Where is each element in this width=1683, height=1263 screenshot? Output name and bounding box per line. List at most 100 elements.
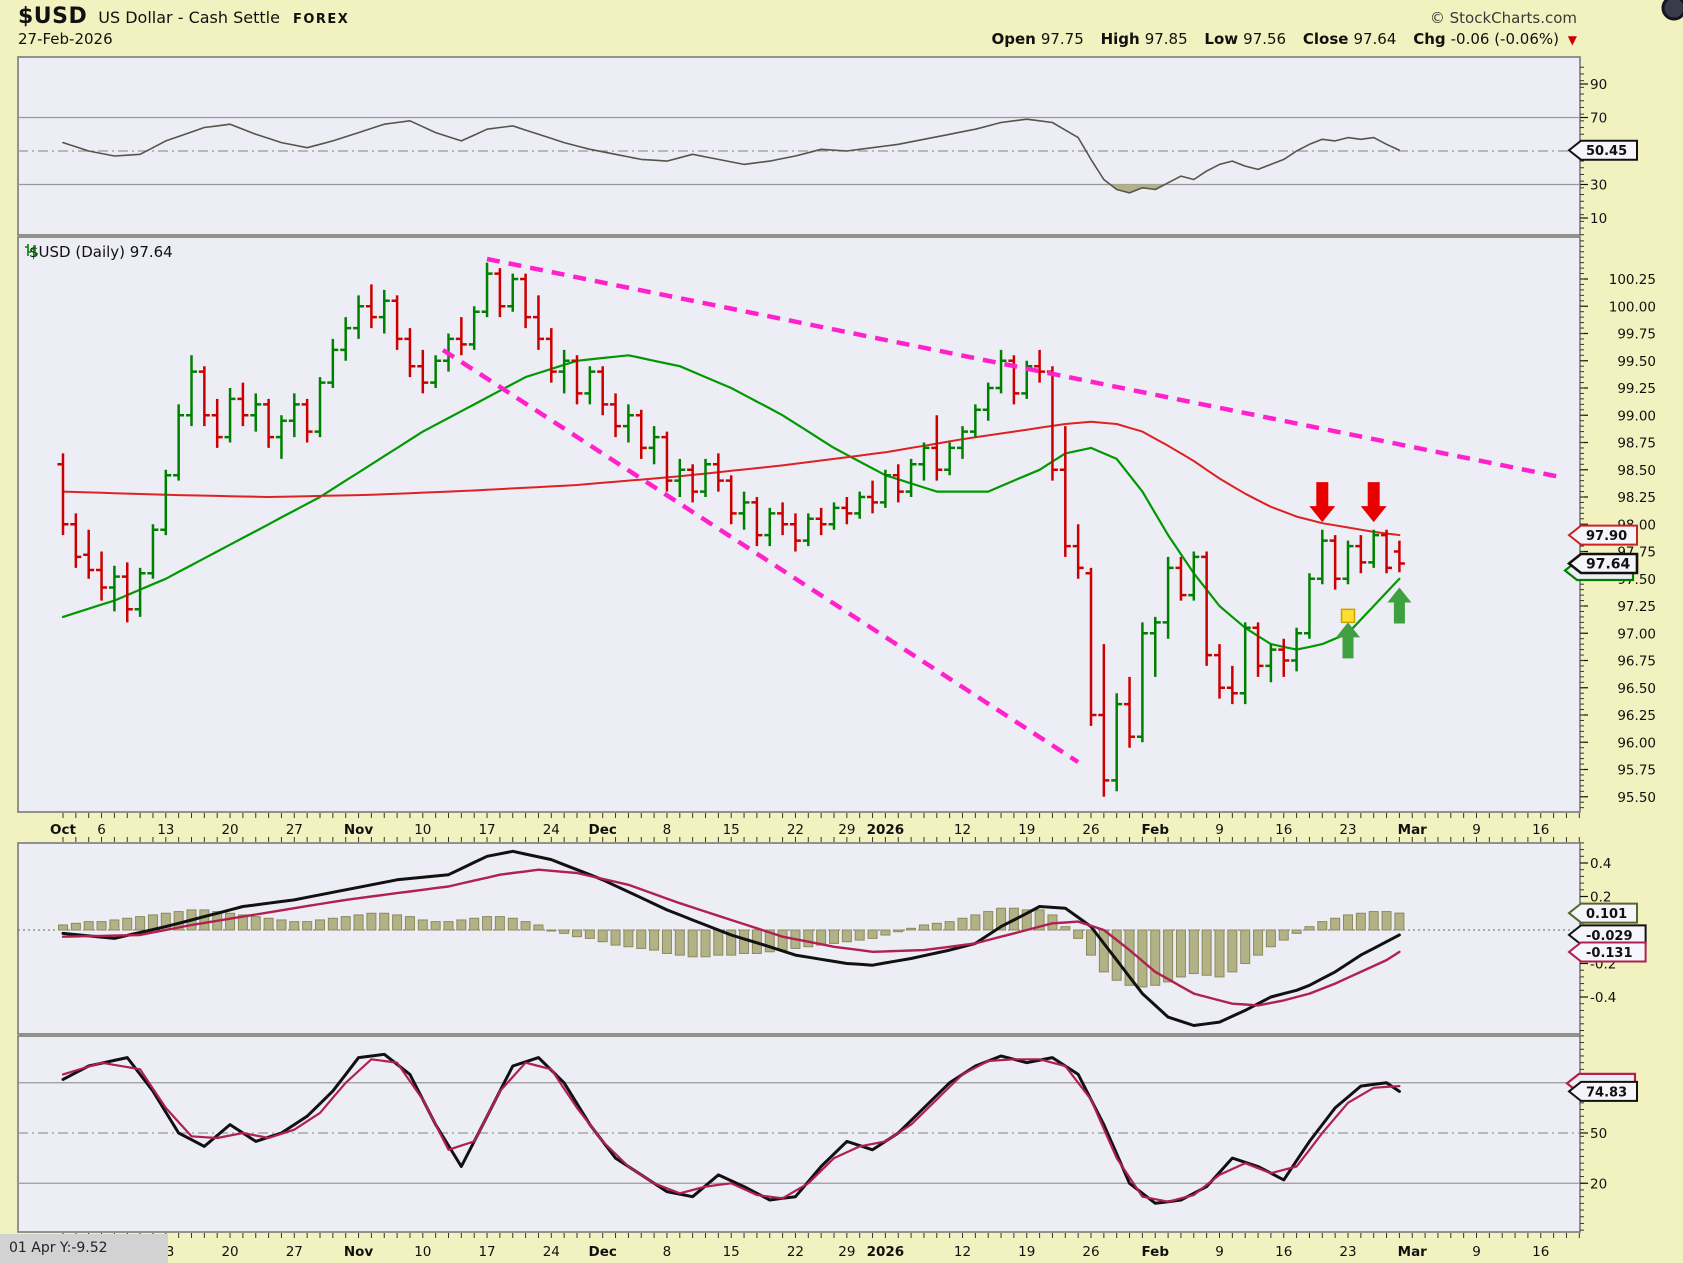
date-label: 19 [1018,822,1035,838]
macd-histogram-bar [572,929,582,938]
macd-histogram-bar [327,917,338,931]
copyright: © StockCharts.com [1429,9,1577,27]
price-panel-label: $USD (Daily) 97.64 [23,243,173,261]
date-axis: Oct6132027Nov101724Dec81522292026121926F… [50,1233,1580,1260]
macd-histogram-bar [225,912,236,931]
signal-line [61,868,1401,1007]
macd-histogram-bar [1163,929,1174,983]
price-axis-label: 96.25 [1617,708,1656,724]
macd-histogram-bar [1394,912,1405,931]
macd-histogram-bar [366,912,377,931]
change-down-triangle-icon: ▼ [1567,33,1577,47]
date-label: 2026 [867,822,905,838]
macd-histogram-bar [96,921,107,931]
macd-histogram-bar [829,929,839,944]
date-label: 15 [723,822,740,838]
value-box-97.64: 97.64 [1563,552,1639,582]
date-label: 19 [1018,1244,1035,1260]
macd-histogram-bar [546,929,557,932]
chg-value: -0.06 (-0.06%) [1450,30,1559,48]
macd-histogram-bar [58,924,68,931]
macd-histogram-bar [1368,911,1379,931]
macd-histogram-bar [456,919,467,931]
symbol-description: US Dollar - Cash Settle [98,8,280,27]
price-panel-label-text: $USD (Daily) 97.64 [29,243,173,261]
date-label: 9 [1215,822,1224,838]
date-label: 20 [221,1244,238,1260]
date-label: Dec [589,1244,617,1260]
macd-histogram-bar [1098,929,1109,973]
date-label: 27 [286,1244,303,1260]
chg-label: Chg [1413,30,1446,48]
date-label: Feb [1142,822,1170,838]
macd-histogram-bar [610,929,621,946]
macd-histogram-bar [1278,929,1289,941]
macd-histogram-bar [315,919,325,931]
date-label: 23 [1339,1244,1356,1260]
macd-axis-label: -0.4 [1590,990,1616,1006]
close-value: 97.64 [1353,30,1397,48]
macd-histogram-bar [1150,929,1161,986]
macd-histogram-bar [430,921,441,931]
macd-histogram-bar [1073,929,1084,939]
exchange-label: FOREX [292,12,350,27]
macd-histogram-bar [1201,929,1212,976]
date-label: Oct [50,822,76,838]
chart-header: $USD US Dollar - Cash Settle FOREX © Sto… [0,0,1683,48]
macd-axis-label: 0.2 [1590,890,1611,906]
price-axis-label: 99.50 [1617,354,1656,370]
price-axis-label: 99.00 [1617,408,1656,424]
macd-histogram-bar [263,917,274,931]
macd-histogram-bar [649,929,660,951]
macd-histogram-bar [1291,929,1302,934]
price-axis-label: 96.00 [1617,735,1656,751]
date-label: 9 [1472,822,1481,838]
macd-histogram-bar [957,917,968,931]
date-label: 9 [1472,1244,1481,1260]
macd-histogram-bar [135,916,146,931]
date-label: 12 [954,1244,971,1260]
macd-histogram-bar [867,929,878,939]
open-label: Open [991,30,1036,48]
price-axis-label: 96.75 [1617,654,1656,670]
price-axis-label: 100.00 [1609,299,1656,315]
macd-histogram-bar [687,929,698,958]
macd-histogram-bar [392,914,403,931]
macd-histogram-bar [854,929,865,941]
date-label: 16 [1532,1244,1549,1260]
date-label: 16 [1275,1244,1292,1260]
macd-histogram-bar [996,907,1007,931]
macd-histogram-bar [944,921,955,931]
date-label: 29 [838,1244,855,1260]
date-label: Dec [589,822,617,838]
date-label: 29 [838,822,855,838]
macd-histogram-bar [482,916,493,931]
value-box-text: 0.101 [1586,907,1627,922]
price-axis-label: 98.75 [1617,436,1656,452]
date-label: 26 [1082,822,1099,838]
macd-histogram-bar [1034,909,1045,931]
date-label: 16 [1532,822,1549,838]
date-label: 24 [543,1244,560,1260]
open-value: 97.75 [1040,30,1084,48]
rsi-line [62,118,1401,194]
value-box-text: -0.131 [1586,946,1633,961]
macd-histogram-bar [918,924,929,931]
date-label: 13 [157,822,174,838]
low-value: 97.56 [1243,30,1287,48]
macd-histogram-bar [726,929,737,956]
date-label: 6 [97,822,106,838]
macd-histogram-bar [83,921,94,931]
ma-fast-line [61,354,1401,651]
price-axis-label: 98.25 [1617,490,1656,506]
macd-histogram-bar [1060,926,1071,931]
macd-histogram-bar [1381,911,1392,931]
value-box-50.45: 50.45 [1567,139,1638,161]
date-label: Nov [344,822,374,838]
rsi-axis-label: 30 [1590,178,1607,194]
macd-histogram-bar [674,929,685,956]
macd-line [61,849,1401,1027]
macd-histogram-bar [906,927,917,931]
